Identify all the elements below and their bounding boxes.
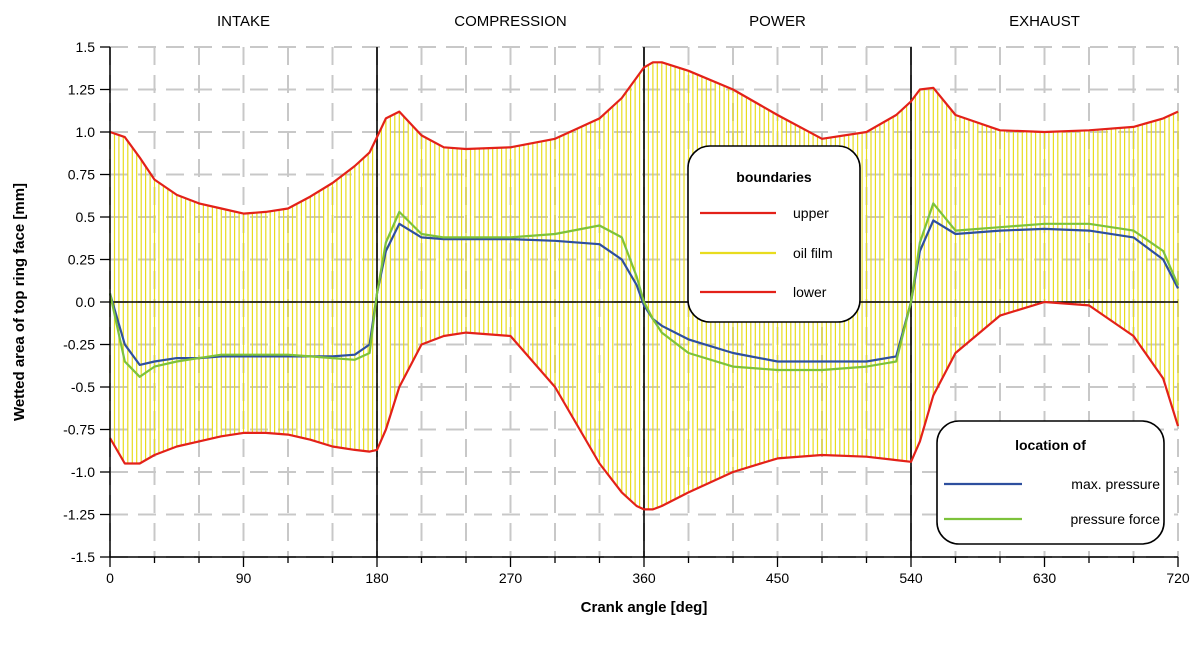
x-tick-label: 270 (499, 570, 523, 586)
legend-box (687, 145, 861, 323)
legend-box (936, 420, 1165, 545)
legend-center-right: boundaries upper oil film lower (687, 145, 861, 323)
phase-label: COMPRESSION (454, 13, 567, 30)
x-axis-title: Crank angle [deg] (581, 599, 708, 616)
legends: boundaries upper oil film lower location of m… (687, 145, 1165, 545)
axes (100, 46, 1179, 567)
x-tick-label: 180 (365, 570, 389, 586)
legend-bottom-right: location of max. pressure pressure force (936, 420, 1165, 545)
series-lines (108, 61, 1180, 511)
y-tick-label: -1.0 (71, 464, 95, 480)
legend-entry-label: lower (793, 284, 827, 300)
y-tick-label: 0.25 (68, 252, 95, 268)
labels: 0 90 180 270 360 450 540 630 720 1.5 1.25 1.0 0.75 0.… (11, 13, 1190, 616)
y-tick-label: 0.0 (76, 294, 96, 310)
x-tick-label: 720 (1166, 570, 1190, 586)
series-line-pressure-force (108, 202, 1180, 378)
y-tick-label: 1.0 (76, 124, 96, 140)
x-tick-label: 540 (899, 570, 923, 586)
legend-entry-label: pressure force (1071, 511, 1161, 527)
series-line-upper (109, 61, 1179, 215)
x-tick-label: 630 (1033, 570, 1057, 586)
phase-label: INTAKE (217, 13, 270, 30)
x-tick-label: 360 (632, 570, 656, 586)
y-tick-label: -1.25 (63, 507, 95, 523)
y-tick-label: 1.25 (68, 82, 95, 98)
x-tick-label: 0 (106, 570, 114, 586)
legend-entry-label: max. pressure (1071, 476, 1160, 492)
y-tick-label: 0.75 (68, 167, 95, 183)
y-tick-label: -0.5 (71, 379, 95, 395)
x-tick-label: 450 (766, 570, 790, 586)
legend-title: location of (1015, 437, 1086, 453)
phase-label: POWER (749, 13, 806, 30)
y-tick-label: -1.5 (71, 549, 95, 565)
legend-entry-label: oil film (793, 245, 833, 261)
y-tick-label: -0.25 (63, 337, 95, 353)
phase-label: EXHAUST (1009, 13, 1080, 30)
x-tick-label: 90 (236, 570, 252, 586)
legend-entry-label: upper (793, 205, 829, 221)
legend-title: boundaries (736, 169, 812, 185)
y-axis-title: Wetted area of top ring face [mm] (11, 183, 28, 421)
series-line-max-pressure (108, 219, 1179, 366)
y-tick-label: -0.75 (63, 422, 95, 438)
series-line-lower (109, 300, 1180, 511)
y-tick-label: 0.5 (76, 209, 96, 225)
y-tick-label: 1.5 (76, 39, 96, 55)
